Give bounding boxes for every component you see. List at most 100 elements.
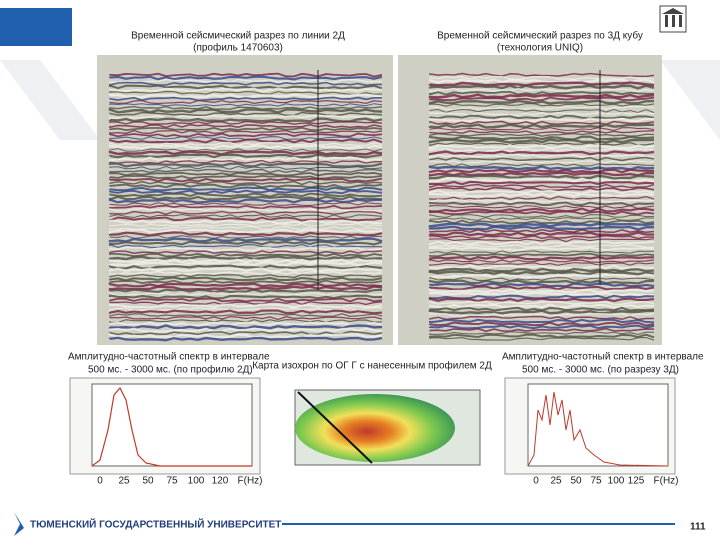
reflector <box>428 99 655 105</box>
x-tick-label: 75 <box>166 476 178 487</box>
reflector <box>109 192 383 198</box>
reflector <box>428 255 655 261</box>
reflector <box>109 129 383 135</box>
x-tick-label: 75 <box>590 476 602 487</box>
reflector <box>109 103 383 107</box>
reflector <box>429 219 655 225</box>
reflector <box>109 213 383 219</box>
reflector <box>429 306 655 312</box>
reflector <box>109 78 383 84</box>
reflector <box>428 291 655 297</box>
reflector <box>428 288 655 294</box>
reflector <box>109 91 383 95</box>
reflector <box>109 273 383 279</box>
reflector <box>428 273 655 279</box>
reflector <box>108 93 383 99</box>
reflector <box>429 105 655 110</box>
reflector <box>109 96 383 102</box>
reflector <box>108 324 383 330</box>
reflector <box>109 216 383 222</box>
panel-title: (технология UNIQ) <box>497 43 583 54</box>
reflector <box>428 168 655 174</box>
reflector <box>109 292 383 296</box>
reflector <box>428 309 655 315</box>
reflector <box>429 318 655 324</box>
spectrum-caption: 500 мс. - 3000 мс. (по профилю 2Д) <box>88 364 253 376</box>
reflector <box>428 279 655 285</box>
reflector <box>428 282 655 288</box>
x-tick-label: 25 <box>550 476 562 487</box>
reflector <box>109 321 383 327</box>
reflector <box>109 148 383 152</box>
reflector <box>429 240 655 246</box>
footer-logo <box>14 512 24 536</box>
reflector <box>108 240 383 246</box>
bg-shape <box>660 60 720 140</box>
bg-shape <box>0 60 100 140</box>
reflector <box>109 87 383 93</box>
reflector <box>109 123 383 129</box>
reflector <box>429 331 655 335</box>
reflector <box>429 72 655 78</box>
reflector <box>109 171 383 177</box>
reflector <box>429 129 655 135</box>
reflector <box>429 111 655 117</box>
reflector <box>109 249 383 255</box>
reflector <box>429 183 655 189</box>
reflector <box>109 105 383 111</box>
reflector <box>109 126 383 132</box>
header-icon <box>659 5 687 33</box>
reflector <box>428 192 655 198</box>
reflector <box>429 234 655 240</box>
reflector <box>108 237 383 243</box>
reflector <box>108 282 383 288</box>
reflector <box>429 153 655 159</box>
reflector <box>428 138 655 144</box>
reflector <box>108 117 383 123</box>
reflector <box>109 120 383 125</box>
reflector <box>429 102 655 107</box>
reflector <box>429 262 655 266</box>
reflector <box>429 195 655 201</box>
reflector <box>429 321 655 327</box>
spectrum-caption: Амплитудно-частотный спектр в интервале <box>502 352 704 363</box>
x-tick-label: 120 <box>212 476 229 487</box>
reflector <box>108 336 383 342</box>
reflector <box>109 270 383 276</box>
reflector <box>428 270 655 276</box>
reflector <box>109 132 383 138</box>
reflector <box>429 198 655 204</box>
x-tick-label: 125 <box>628 476 645 487</box>
reflector <box>109 168 383 174</box>
reflector <box>429 132 655 137</box>
reflector <box>109 156 383 162</box>
reflector <box>108 138 383 144</box>
reflector <box>109 234 383 240</box>
reflector <box>109 252 383 258</box>
reflector <box>429 250 655 254</box>
reflector <box>109 180 383 186</box>
reflector <box>108 309 383 315</box>
reflector <box>109 84 383 90</box>
reflector <box>428 135 655 141</box>
reflector <box>109 226 383 231</box>
reflector <box>428 222 655 228</box>
reflector <box>108 261 383 267</box>
reflector <box>429 214 655 218</box>
x-tick-label: 100 <box>188 476 205 487</box>
reflector <box>109 72 383 78</box>
reflector <box>109 159 383 165</box>
reflector <box>108 294 383 300</box>
reflector <box>429 96 655 102</box>
reflector <box>429 336 655 341</box>
reflector <box>108 303 383 309</box>
reflector <box>429 87 655 93</box>
reflector <box>109 186 383 192</box>
reflector <box>429 246 655 252</box>
x-axis-label: F(Hz) <box>654 476 679 487</box>
reflector <box>108 276 383 282</box>
reflector <box>428 117 655 123</box>
spectrum-caption: Амплитудно-частотный спектр в интервале <box>68 352 270 363</box>
reflector <box>428 123 655 129</box>
reflector <box>429 120 655 126</box>
